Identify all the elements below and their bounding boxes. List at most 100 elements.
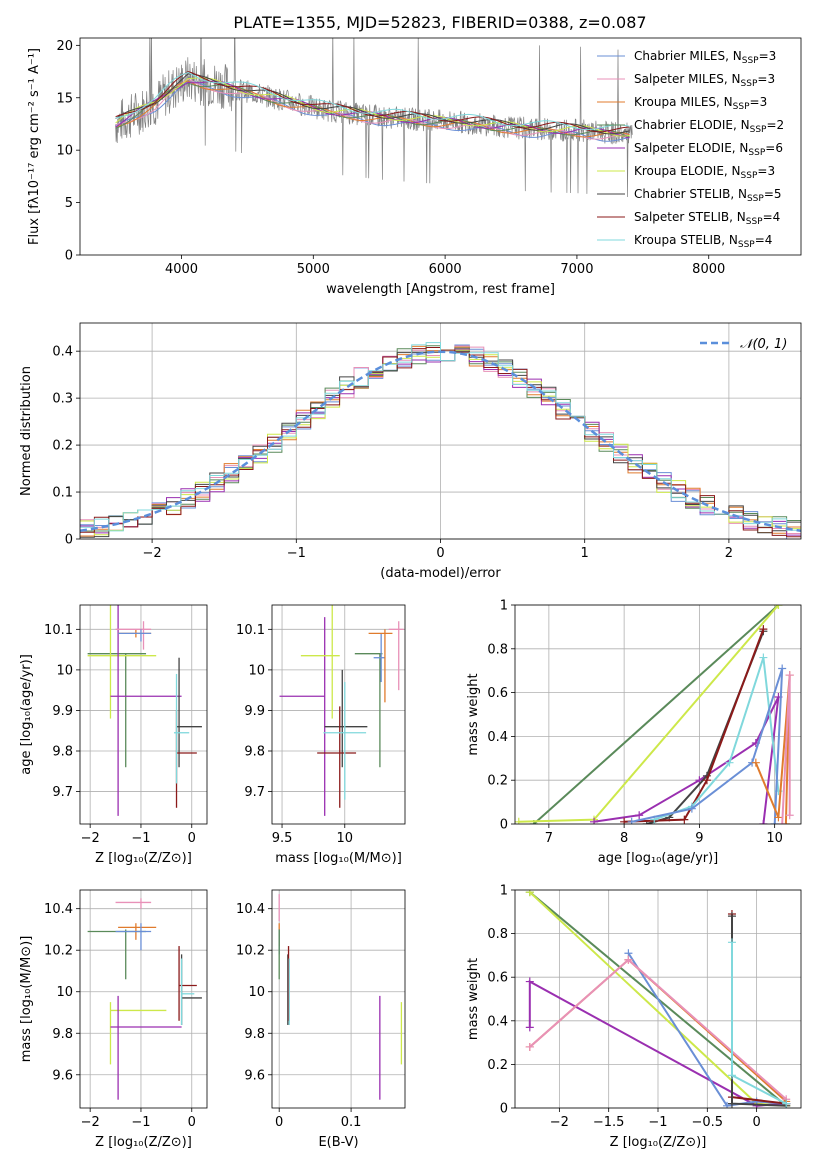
errorbar-salpeter-elodie — [110, 995, 182, 1100]
x-tick-label: 10 — [766, 831, 783, 846]
data-point — [727, 938, 736, 947]
y-tick-label: 0.6 — [487, 971, 508, 986]
data-point — [774, 813, 783, 822]
series-line — [533, 605, 780, 824]
gaussian-curve — [80, 350, 801, 533]
legend-entry: Chabrier ELODIE, NSSP=2 — [634, 118, 784, 135]
legend-entry: Salpeter MILES, NSSP=3 — [634, 72, 775, 89]
axes-frame — [79, 889, 208, 1109]
age_vs_Z-panel: −2 −1 0 9.7 9.8 9.9 10 10.1 Z [log₁₀(Z/Z⊙)] age [… — [19, 604, 208, 866]
x-tick-label: 0 — [275, 1115, 283, 1130]
x-tick-label: −2 — [81, 1115, 100, 1130]
data-point — [590, 817, 599, 824]
data-point — [774, 605, 783, 609]
y-tick-label: 0.4 — [487, 730, 508, 745]
x-tick-label: 2 — [725, 546, 733, 561]
mass_vs_Z-plot-area — [87, 898, 202, 1100]
errorbar-salpeter-miles — [115, 621, 152, 650]
data-point — [727, 912, 736, 921]
spectrum-x-axis-label: wavelength [Angstrom, rest frame] — [326, 282, 555, 297]
spectrum-panel: 4000 5000 6000 7000 8000 0 5 10 15 20 wavelength [… — [27, 37, 802, 297]
spectrum-model-kroupa-stelib — [115, 71, 630, 131]
y-tick-label: 0 — [500, 818, 508, 833]
x-tick-label: 0.1 — [341, 1115, 362, 1130]
axes-frame — [271, 889, 406, 1109]
data-point — [725, 758, 734, 767]
data-point — [759, 820, 768, 824]
data-point — [782, 1099, 791, 1108]
series-line — [731, 942, 787, 1105]
spectrum-model-salpeter-elodie — [115, 80, 630, 139]
legend-entry: Kroupa MILES, NSSP=3 — [634, 95, 767, 112]
data-point — [525, 977, 534, 986]
y-tick-label: 9.7 — [52, 785, 73, 800]
data-point — [770, 820, 779, 824]
spectrum-plot-area — [115, 38, 633, 198]
y-tick-label: 9.9 — [244, 704, 265, 719]
data-point — [759, 653, 768, 662]
data-point — [727, 1071, 736, 1080]
x-tick-label: −1 — [287, 546, 306, 561]
errorbar-chabrier-miles — [373, 633, 385, 683]
histogram-panel: −2 −1 0 1 2 0 0.1 0.2 0.3 0.4 (data-model)/error No… — [19, 322, 802, 581]
errorbar-kroupa-stelib — [173, 673, 190, 784]
y-tick-label: 10 — [56, 144, 73, 159]
y-tick-label: 0 — [500, 1102, 508, 1117]
y-tick-label: 1 — [500, 599, 508, 614]
legend-entry: 𝒩(0, 1) — [740, 337, 787, 352]
massweight_vs_age-plot-area — [515, 605, 794, 824]
y-tick-label: 10.2 — [44, 944, 73, 959]
massweight_vs_Z-axes: −2 −1.5 −1 −0.5 0 0 0.2 0.4 0.6 0.8 1 Z [log₁₀(Z/Z⊙… — [466, 884, 802, 1150]
mass_vs_Z-panel: −2 −1 0 9.6 9.8 10 10.2 10.4 Z [log₁₀(Z/Z⊙)] mass… — [19, 889, 208, 1150]
data-point — [727, 1099, 736, 1108]
massweight_vs_Z-x-axis-label: Z [log₁₀(Z/Z⊙)] — [610, 1135, 707, 1150]
errorbar-chabrier-stelib — [324, 669, 368, 768]
age_vs_mass-panel: 9.5 10 9.7 9.8 9.9 10 10.1 mass [log₁₀(M/M⊙)] — [236, 604, 406, 866]
data-point — [781, 820, 790, 824]
axes-frame — [271, 604, 406, 825]
spectrum-model-kroupa-miles — [115, 80, 630, 138]
errorbar-salpeter-miles — [115, 898, 152, 909]
y-tick-label: 9.6 — [52, 1068, 73, 1083]
y-tick-label: 9.8 — [244, 1027, 265, 1042]
x-tick-label: 0 — [436, 546, 444, 561]
errorbar-chabrier-miles — [115, 923, 152, 951]
y-tick-label: 5 — [65, 196, 73, 211]
x-tick-label: 9 — [695, 831, 703, 846]
data-point — [620, 817, 629, 824]
massweight_vs_Z-y-axis-label: mass weight — [466, 958, 481, 1040]
x-tick-label: 0 — [188, 831, 196, 846]
data-point — [624, 955, 633, 964]
x-tick-label: 0 — [188, 1115, 196, 1130]
y-tick-label: 0.4 — [487, 1014, 508, 1029]
x-tick-label: 7000 — [560, 262, 593, 277]
series-salpeter-stelib — [620, 625, 768, 824]
x-tick-label: −1.5 — [593, 1115, 625, 1130]
axes-frame — [514, 604, 802, 825]
errorbar-chabrier-stelib — [176, 657, 202, 768]
x-tick-label: 7 — [545, 831, 553, 846]
histogram-plot-area — [80, 342, 801, 539]
mass_vs_ebv-axes: 0 0.1 9.6 9.8 10 10.2 10.4 E(B-V) — [236, 889, 406, 1150]
x-tick-label: −0.5 — [692, 1115, 724, 1130]
age_vs_Z-y-axis-label: age [log₁₀(age/yr)] — [19, 654, 34, 775]
data-point — [785, 811, 794, 820]
series-line — [593, 696, 780, 824]
spectrum-title: PLATE=1355, MJD=52823, FIBERID=0388, z=0… — [233, 13, 646, 32]
legend-entry: Kroupa STELIB, NSSP=4 — [634, 233, 772, 250]
data-point — [785, 671, 794, 680]
data-point — [751, 758, 760, 767]
data-point — [759, 625, 768, 634]
histogram-axes: −2 −1 0 1 2 0 0.1 0.2 0.3 0.4 (data-model)/error No… — [19, 322, 802, 581]
y-tick-label: 0.3 — [52, 392, 73, 407]
massweight_vs_Z-panel: −2 −1.5 −1 −0.5 0 0 0.2 0.4 0.6 0.8 1 Z [log₁₀(Z/Z⊙… — [466, 884, 802, 1150]
spectrum-model-chabrier-elodie — [115, 82, 630, 138]
x-tick-label: 9.5 — [272, 831, 293, 846]
x-tick-label: 8 — [620, 831, 628, 846]
age_vs_Z-x-axis-label: Z [log₁₀(Z/Z⊙)] — [95, 851, 192, 866]
spectrum-axes: 4000 5000 6000 7000 8000 0 5 10 15 20 wavelength [… — [27, 37, 802, 297]
histogram-salpeter-elodie — [80, 348, 801, 536]
data-point — [635, 811, 644, 820]
y-tick-label: 0.4 — [52, 345, 73, 360]
